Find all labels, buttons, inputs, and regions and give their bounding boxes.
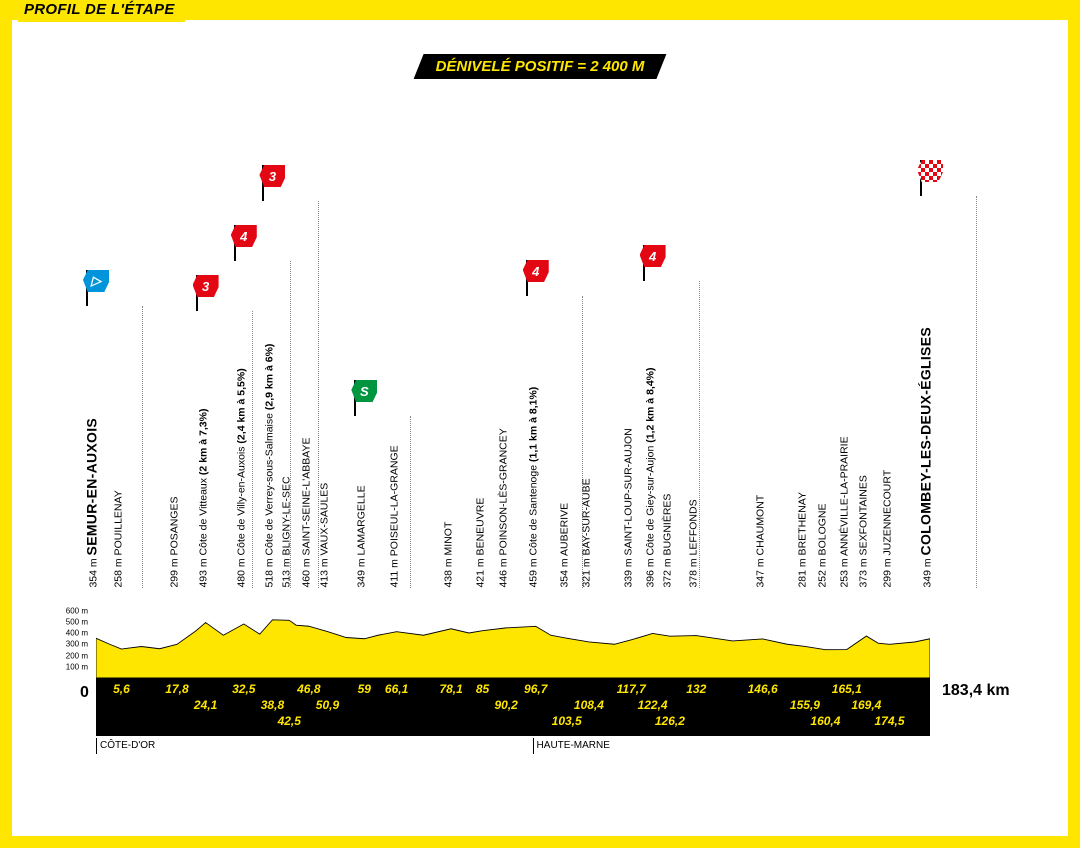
km-tick: 96,7 [524,682,547,696]
km-tick: 5,6 [113,682,130,696]
km-tick: 155,9 [790,698,820,712]
km-tick: 85 [476,682,489,696]
km-tick: 78,1 [439,682,462,696]
y-tick: 600 m [66,606,88,615]
category-4-flag: 4 [640,245,666,267]
finish-flag [917,160,943,182]
profile-chart: 100 m 200 m 300 m 400 m 500 m 600 m 5,6 17,8 24… [50,120,1040,768]
category-4-flag: 4 [231,225,257,247]
km-tick: 66,1 [385,682,408,696]
department-label: CÔTE-D'OR [100,740,155,751]
km-tick: 38,8 [261,698,284,712]
department-label: HAUTE-MARNE [537,740,610,751]
km-tick: 117,7 [617,682,646,696]
km-zero: 0 [80,684,89,702]
km-tick: 122,4 [638,698,668,712]
start-flag: ▷ [83,270,109,292]
km-tick: 132 [686,682,706,696]
elevation-path [96,620,930,678]
markers-layer: ▷343S44 [96,120,930,588]
km-tick: 50,9 [316,698,339,712]
sprint-flag: S [351,380,377,402]
km-tick: 108,4 [574,698,604,712]
km-tick: 46,8 [297,682,320,696]
y-tick: 500 m [66,617,88,626]
department-separator [96,738,97,754]
departments-strip: CÔTE-D'OR HAUTE-MARNE [96,740,930,754]
km-tick: 90,2 [494,698,517,712]
km-tick: 169,4 [851,698,881,712]
y-tick: 200 m [66,651,88,660]
km-tick: 32,5 [232,682,255,696]
km-tick: 42,5 [278,714,301,728]
y-tick: 300 m [66,640,88,649]
km-tick: 146,6 [748,682,778,696]
km-tick: 165,1 [832,682,862,696]
km-tick: 24,1 [194,698,217,712]
elevation-area [96,588,930,678]
category-3-flag: 3 [193,275,219,297]
page-title: PROFIL DE L'ÉTAPE [18,0,199,22]
km-tick: 59 [358,682,371,696]
km-strip: 5,6 17,8 24,1 32,5 38,8 42,5 46,8 50,9 59 66,1 78,… [96,678,930,736]
km-tick: 174,5 [875,714,905,728]
km-tick: 17,8 [165,682,188,696]
km-tick: 126,2 [655,714,685,728]
km-tick: 103,5 [552,714,582,728]
marker-guideline [976,196,977,588]
department-separator [533,738,534,754]
km-tick: 160,4 [810,714,840,728]
denivele-badge: DÉNIVELÉ POSITIF = 2 400 M [414,54,667,79]
category-4-flag: 4 [523,260,549,282]
category-3-flag: 3 [259,165,285,187]
y-tick: 400 m [66,629,88,638]
km-total: 183,4 km [942,682,1010,700]
y-tick: 100 m [66,662,88,671]
